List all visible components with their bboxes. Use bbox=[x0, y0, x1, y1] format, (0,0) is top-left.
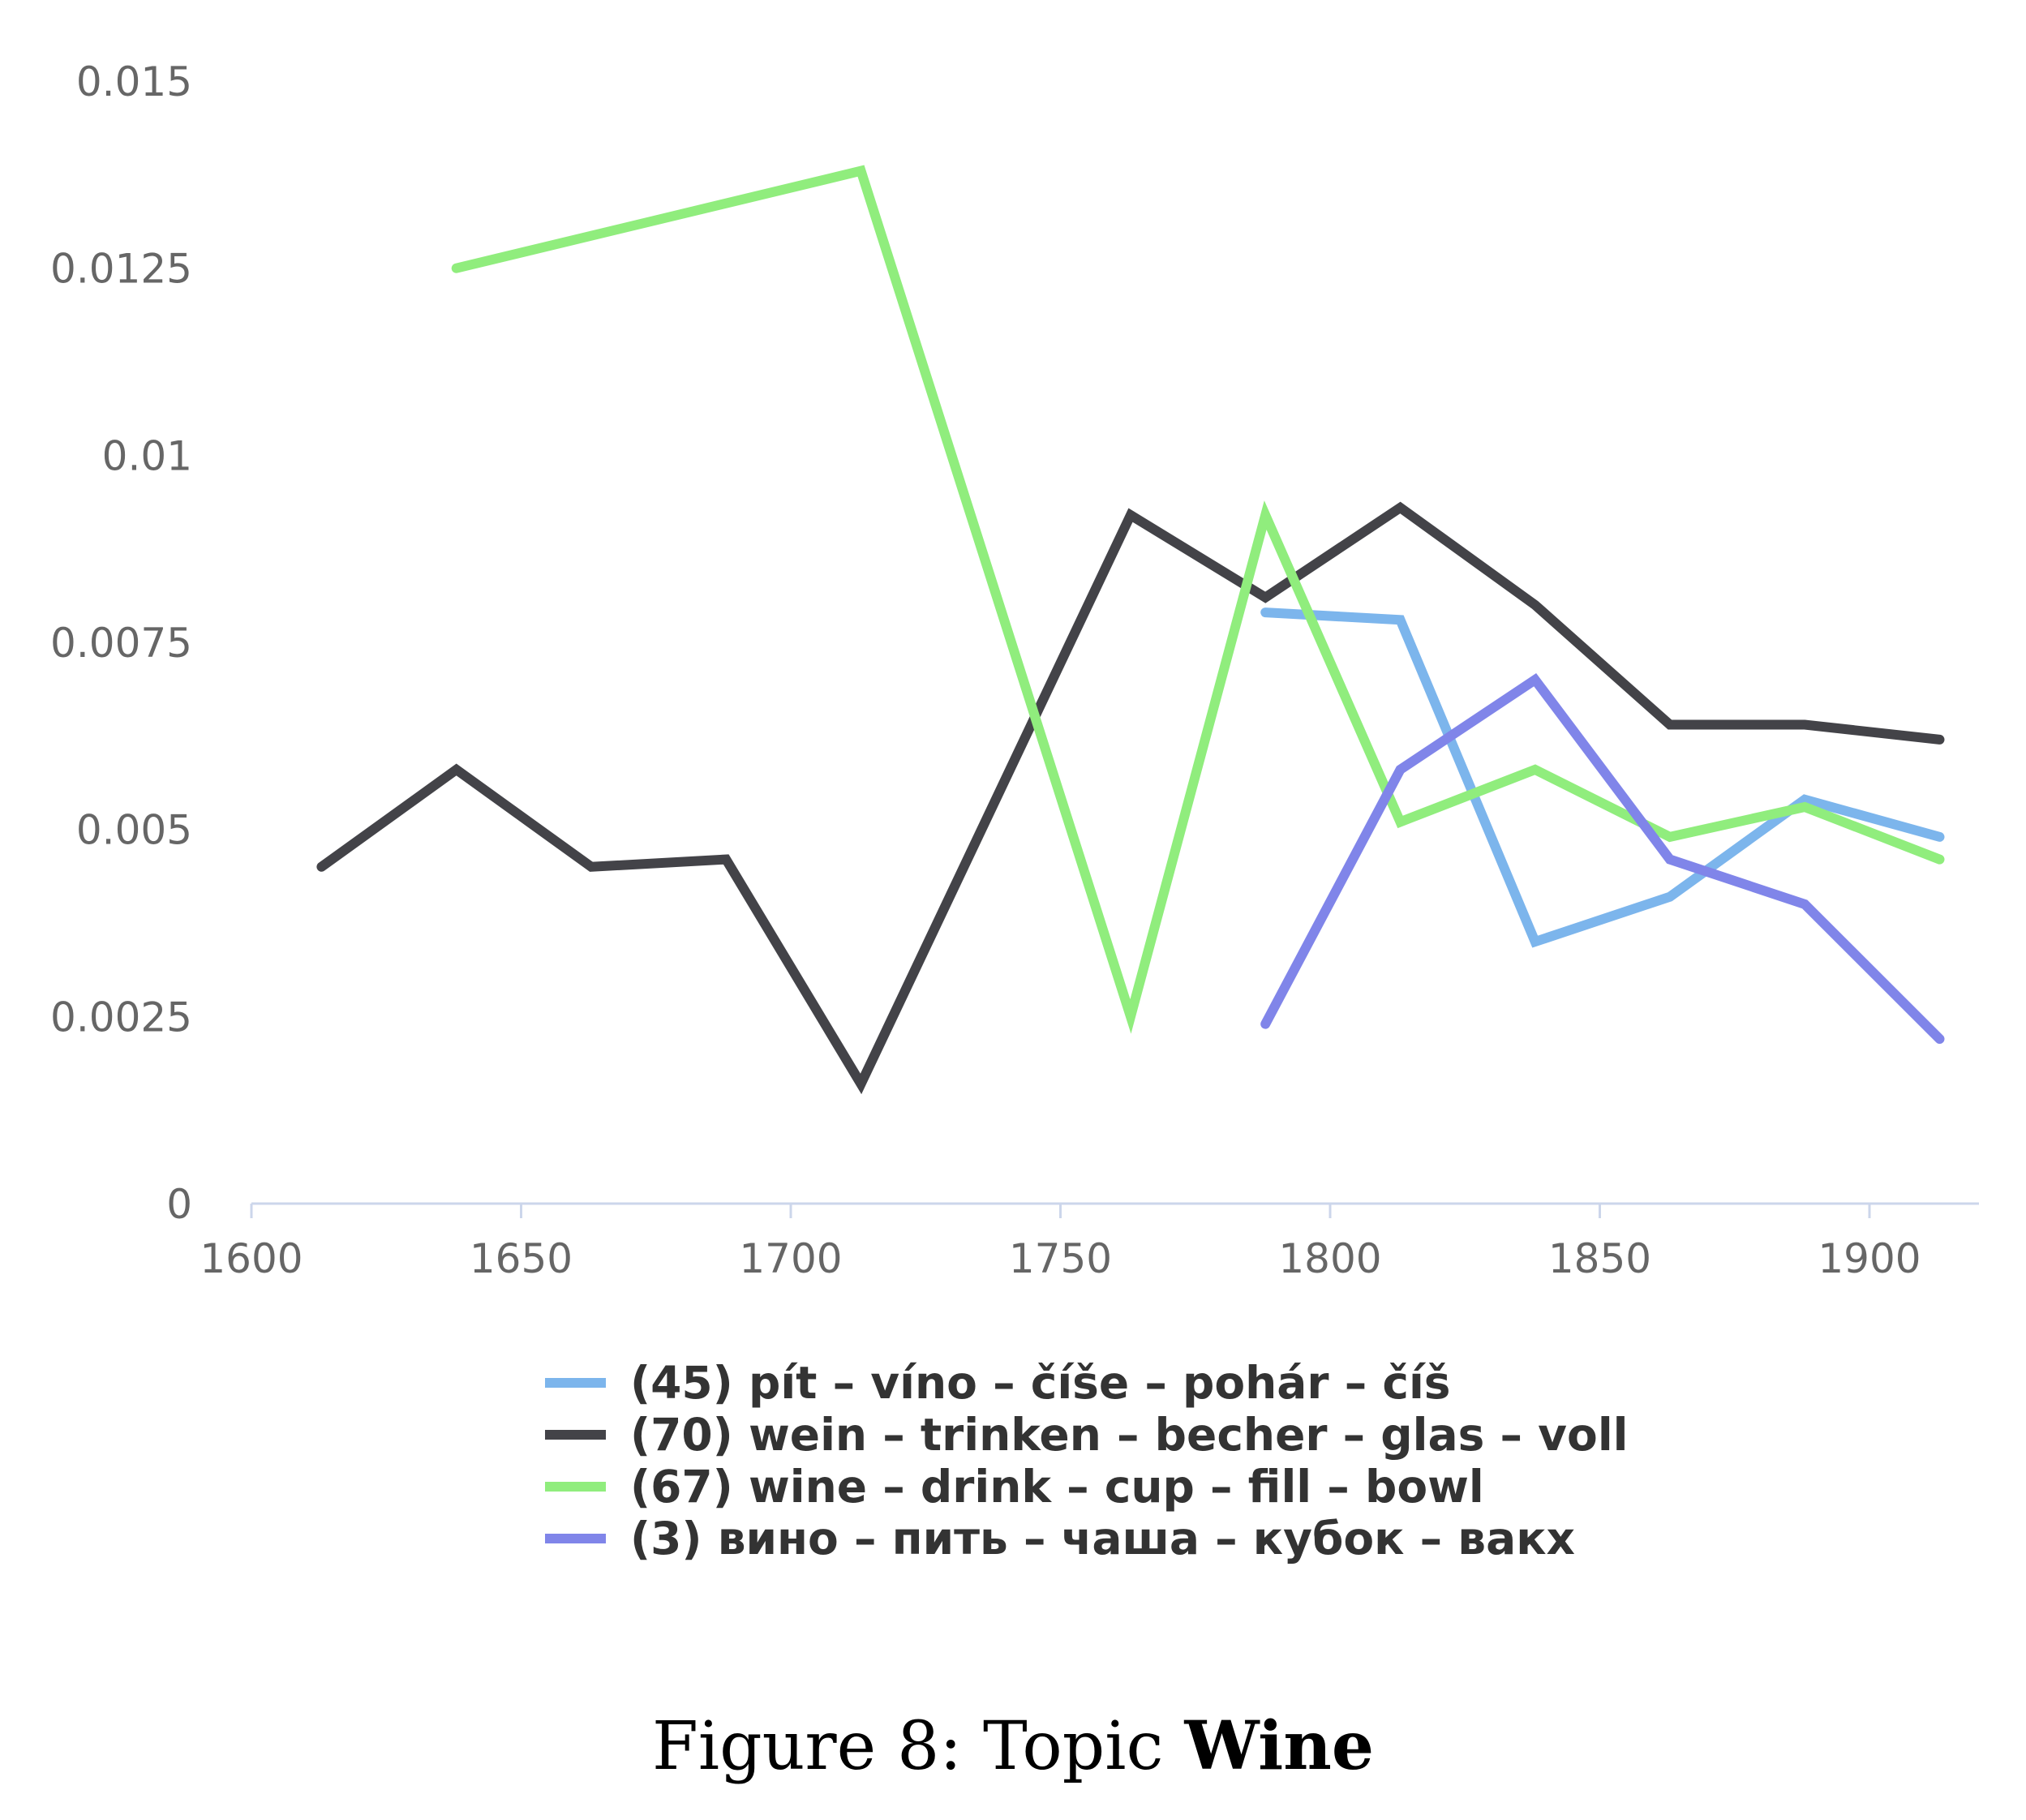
legend-label: (45) pít – víno – číše – pohár – číš bbox=[630, 1357, 1451, 1409]
y-tick-label: 0.005 bbox=[76, 807, 192, 854]
legend-label: (67) wine – drink – cup – fill – bowl bbox=[630, 1461, 1484, 1513]
caption-prefix: Figure 8: Topic bbox=[651, 1708, 1185, 1785]
x-tick-label: 1700 bbox=[739, 1235, 842, 1282]
y-tick-label: 0.01 bbox=[102, 432, 192, 479]
legend-label: (70) wein – trinken – becher – glas – vo… bbox=[630, 1409, 1629, 1461]
series-line-4 bbox=[1260, 672, 1945, 1044]
y-tick-label: 0.0025 bbox=[50, 994, 192, 1041]
x-tick-label: 1750 bbox=[1009, 1235, 1112, 1282]
y-tick-label: 0.0075 bbox=[50, 620, 192, 667]
y-tick-label: 0.0125 bbox=[50, 246, 192, 293]
plot-series bbox=[316, 165, 1945, 1095]
x-axis: 1600 1650 1700 1750 1800 1850 1900 bbox=[200, 1202, 1979, 1282]
x-tick-label: 1600 bbox=[200, 1235, 303, 1282]
figure-caption: Figure 8: Topic Wine bbox=[0, 1707, 2026, 1785]
legend[interactable]: (45) pít – víno – číše – pohár – číš(70)… bbox=[545, 1357, 1629, 1565]
series-line-3 bbox=[451, 165, 1945, 1034]
legend-item[interactable]: (70) wein – trinken – becher – glas – vo… bbox=[545, 1409, 1629, 1461]
series-line-2 bbox=[316, 501, 1945, 1095]
x-tick-label: 1650 bbox=[470, 1235, 573, 1282]
y-tick-label: 0.015 bbox=[76, 58, 192, 105]
y-axis: 0 0.0025 0.005 0.0075 0.01 0.0125 0.015 bbox=[50, 58, 192, 1228]
legend-label: (3) вино – пить – чаша – кубок – вакх bbox=[630, 1513, 1575, 1565]
y-tick-label: 0 bbox=[166, 1181, 192, 1228]
caption-topic: Wine bbox=[1184, 1707, 1375, 1785]
x-tick-label: 1900 bbox=[1818, 1235, 1921, 1282]
legend-item[interactable]: (3) вино – пить – чаша – кубок – вакх bbox=[545, 1513, 1575, 1565]
legend-item[interactable]: (45) pít – víno – číše – pohár – číš bbox=[545, 1357, 1451, 1409]
x-tick-label: 1850 bbox=[1548, 1235, 1651, 1282]
x-tick-label: 1800 bbox=[1278, 1235, 1381, 1282]
series-line-1 bbox=[1260, 607, 1945, 948]
legend-item[interactable]: (67) wine – drink – cup – fill – bowl bbox=[545, 1461, 1484, 1513]
